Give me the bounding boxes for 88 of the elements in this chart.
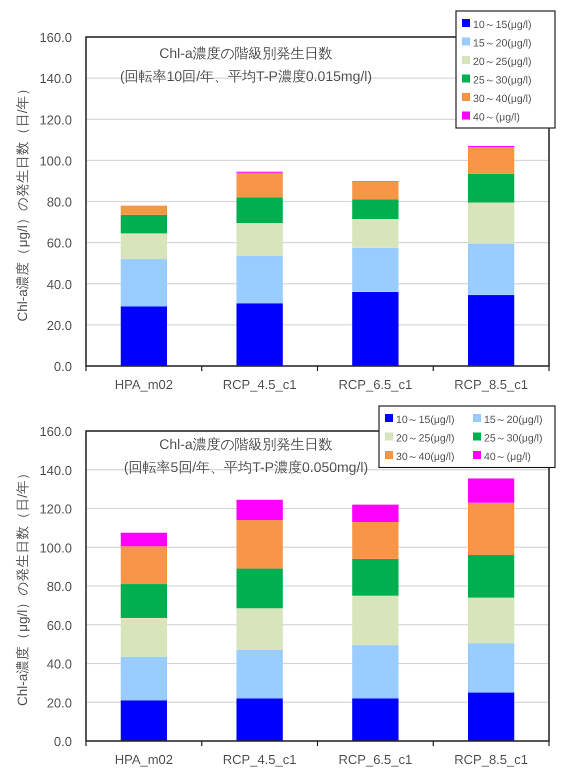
x-tick-label: RCP_8.5_c1: [454, 377, 528, 392]
y-tick-label: 100.0: [39, 153, 72, 168]
y-tick-label: 40.0: [46, 276, 72, 292]
bar: [120, 233, 168, 260]
bar: [120, 584, 168, 618]
y-tick-label: 20.0: [46, 318, 72, 333]
x-tick-label: RCP_4.5_c1: [222, 752, 296, 767]
x-tick-label: HPA_m02: [114, 752, 174, 767]
y-tick-label: 100.0: [39, 540, 72, 556]
bar: [468, 478, 514, 503]
y-tick-label: 140.0: [39, 462, 72, 478]
bar: [352, 218, 399, 248]
bar: [120, 700, 168, 741]
bar: [120, 306, 168, 366]
text: (回転率5回/年、平均T-P濃度0.050mg/l): [124, 459, 368, 475]
x-tick-label: RCP_6.5_c1: [338, 377, 412, 392]
y-tick-label: 120.0: [39, 112, 72, 128]
y-tick-label: 0.0: [54, 359, 72, 374]
bar: [352, 182, 399, 200]
bar: [236, 172, 283, 198]
legend-label: 40～(μg/l): [484, 451, 531, 463]
bar: [236, 520, 283, 569]
bar: [236, 608, 283, 650]
y-tick-label: 140.0: [39, 71, 72, 86]
bar: [468, 147, 514, 174]
y-tick-label: 120.0: [39, 502, 72, 516]
y-axis-title: Chl-a濃度（μg/l）の発生日数（日/年）: [15, 466, 30, 706]
bar: [236, 698, 283, 741]
y-axis-title: Chl-a濃度（μg/l）の発生日数（日/年）: [15, 81, 30, 322]
bar: [468, 174, 514, 203]
bar: [120, 546, 168, 584]
y-tick-label: 80.0: [46, 579, 72, 594]
bar: [468, 643, 514, 693]
legend-label: 15～20(μg/l): [473, 38, 532, 50]
legend-label: 10～15(μg/l): [396, 414, 454, 426]
bar: [352, 292, 399, 366]
bar: [468, 244, 514, 296]
bar: [468, 295, 514, 366]
text: (回転率10回/年、平均T-P濃度0.015mg/l): [120, 68, 372, 84]
legend-label: 20～25(μg/l): [473, 56, 532, 68]
bar: [352, 248, 399, 292]
bar: [236, 223, 283, 256]
y-tick-label: 0.0: [54, 734, 72, 749]
bar: [468, 692, 514, 741]
x-tick-label: HPA_m02: [114, 377, 174, 392]
legend-label: 10～15(μg/l): [473, 19, 532, 31]
bar: [120, 259, 168, 306]
x-tick-label: RCP_8.5_c1: [454, 752, 528, 767]
bar: [236, 568, 283, 608]
bar: [236, 197, 283, 224]
legend-label: 30～40(μg/l): [473, 93, 532, 105]
bar: [120, 206, 168, 215]
bar: [468, 555, 514, 598]
text: Chl-a濃度の階級別発生日数: [159, 45, 333, 61]
bar: [352, 199, 399, 219]
bar: [236, 303, 283, 366]
bar: [120, 532, 168, 546]
bar: [468, 598, 514, 644]
chart-title: Chl-a濃度の階級別発生日数: [159, 436, 333, 452]
y-tick-label: 60.0: [46, 618, 72, 633]
bar: [236, 500, 283, 520]
y-tick-label: 20.0: [46, 695, 72, 710]
legend-label: 20～25(μg/l): [396, 432, 454, 444]
bar: [352, 645, 399, 698]
y-tick-label: 60.0: [46, 236, 72, 251]
bar: [120, 656, 168, 700]
legend-label: 25～30(μg/l): [484, 432, 542, 444]
bar: [352, 596, 399, 646]
bar: [468, 202, 514, 244]
y-tick-label: 80.0: [46, 194, 72, 210]
legend-label: 25～30(μg/l): [473, 74, 532, 86]
y-tick-label: 160.0: [39, 30, 72, 45]
bar: [236, 650, 283, 698]
bar: [120, 214, 168, 234]
legend-label: 30～40(μg/l): [396, 451, 454, 463]
bar: [468, 502, 514, 555]
legend-label: 40～(μg/l): [473, 112, 520, 124]
x-tick-label: RCP_6.5_c1: [338, 752, 412, 767]
bar: [120, 618, 168, 657]
bar: [236, 256, 283, 304]
bar: [352, 558, 399, 596]
x-tick-label: RCP_4.5_c1: [222, 377, 296, 392]
bar: [352, 698, 399, 741]
bar: [352, 522, 399, 559]
y-tick-label: 40.0: [46, 656, 72, 672]
y-tick-label: 160.0: [39, 424, 72, 439]
legend-label: 15～20(μg/l): [484, 414, 542, 426]
bar: [352, 504, 399, 522]
